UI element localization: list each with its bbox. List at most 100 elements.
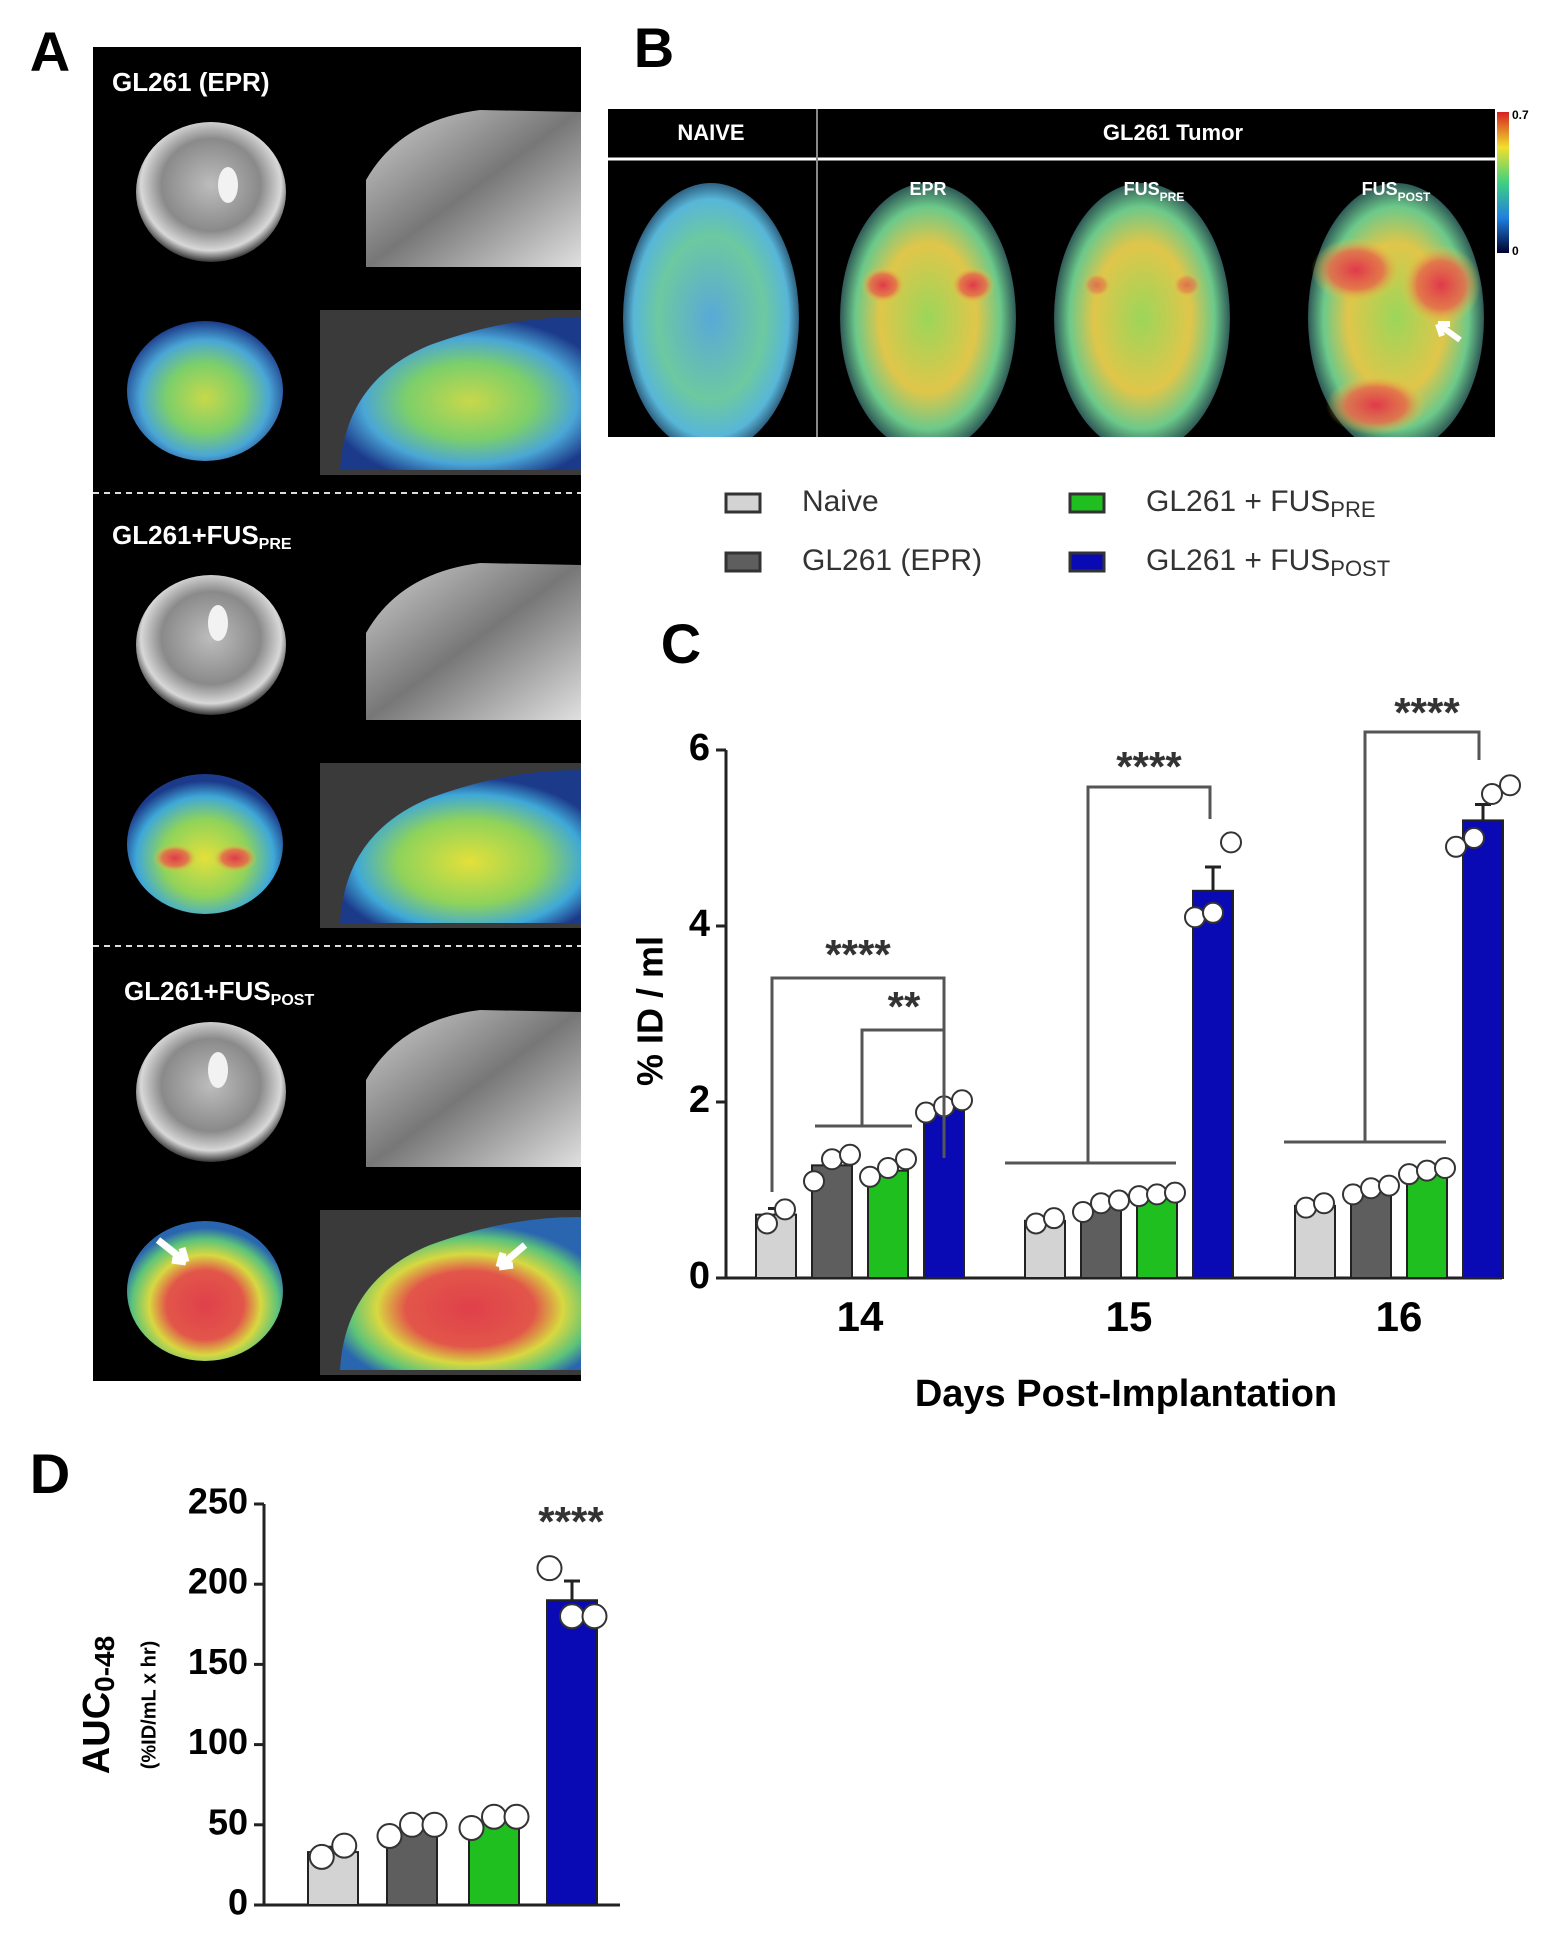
y-tick-label: 4 bbox=[689, 903, 710, 945]
hot-spot bbox=[861, 267, 905, 303]
bar bbox=[1136, 1193, 1178, 1280]
data-point bbox=[1072, 1201, 1094, 1223]
y-axis-label: % ID / ml bbox=[630, 936, 671, 1086]
significance: **** bbox=[825, 931, 891, 978]
data-point bbox=[1108, 1189, 1130, 1212]
legend-swatch bbox=[1068, 551, 1106, 573]
x-tick-label: 15 bbox=[1106, 1293, 1153, 1340]
column-title-main: EPR bbox=[909, 179, 946, 199]
data-point bbox=[458, 1815, 485, 1842]
significance: **** bbox=[1394, 689, 1460, 736]
header: NAIVE bbox=[677, 120, 744, 145]
header: GL261 Tumor bbox=[1103, 120, 1244, 145]
colorbar-label: 0 bbox=[1512, 244, 1519, 258]
column-title: FUSPOST bbox=[1362, 179, 1431, 204]
hot-spot bbox=[1173, 273, 1201, 297]
y-tick-label: 100 bbox=[188, 1721, 248, 1762]
data-point bbox=[559, 1603, 585, 1630]
panel-label: B bbox=[634, 16, 674, 79]
data-point bbox=[915, 1101, 937, 1124]
colorbar bbox=[1497, 112, 1509, 253]
pet-head bbox=[840, 183, 1016, 437]
data-point bbox=[1202, 901, 1224, 924]
mri-axial bbox=[136, 1022, 286, 1162]
legend-entry: Naive bbox=[802, 485, 879, 518]
data-point bbox=[331, 1832, 358, 1859]
hot-spot bbox=[213, 844, 257, 872]
y-tick-label: 2 bbox=[689, 1079, 710, 1121]
y-tick-label: 250 bbox=[188, 1481, 248, 1522]
data-point bbox=[756, 1212, 778, 1235]
panel-a-row-title: GL261+FUSPRE bbox=[112, 520, 292, 553]
data-point bbox=[399, 1811, 425, 1838]
panel-a-row-title-main: GL261 (EPR) bbox=[112, 67, 270, 97]
data-point bbox=[1434, 1157, 1456, 1179]
data-point bbox=[1398, 1163, 1420, 1186]
legend-swatch bbox=[724, 492, 762, 514]
legend-entry-sub: POST bbox=[1330, 556, 1390, 581]
mri-axial bbox=[136, 575, 286, 715]
panel-a-row-title: GL261+FUSPOST bbox=[124, 976, 314, 1009]
hot-spot bbox=[153, 844, 197, 872]
x-tick-label: 14 bbox=[837, 1293, 884, 1340]
panel-b-images bbox=[623, 183, 1484, 437]
y-tick-label: 200 bbox=[188, 1561, 248, 1602]
panel-label: D bbox=[30, 1442, 70, 1505]
pet-head bbox=[623, 183, 799, 437]
y-tick-label: 150 bbox=[188, 1641, 248, 1682]
data-point bbox=[821, 1148, 843, 1171]
data-point bbox=[1463, 827, 1485, 849]
legend-entry: GL261 + FUSPRE bbox=[1146, 485, 1376, 522]
pet-sagittal bbox=[340, 770, 581, 923]
bar bbox=[1350, 1189, 1392, 1279]
bar bbox=[1192, 889, 1234, 1279]
legend-entry: GL261 (EPR) bbox=[802, 544, 982, 577]
error-bar bbox=[564, 1579, 580, 1601]
data-point bbox=[1378, 1174, 1400, 1197]
pet-head bbox=[1054, 183, 1230, 437]
data-point bbox=[839, 1143, 861, 1166]
data-point bbox=[1090, 1192, 1112, 1215]
data-point bbox=[774, 1198, 796, 1221]
pet-sagittal bbox=[340, 317, 581, 470]
y-tick-label: 50 bbox=[208, 1801, 248, 1842]
data-point bbox=[877, 1157, 899, 1179]
hot-spot bbox=[1326, 375, 1426, 435]
bar bbox=[1294, 1204, 1336, 1279]
data-point bbox=[1146, 1183, 1168, 1206]
mri-highlight bbox=[208, 1052, 228, 1088]
colorbar-label: 0.7 bbox=[1512, 108, 1529, 122]
data-point bbox=[1220, 831, 1242, 854]
y-tick-label: 0 bbox=[228, 1882, 248, 1923]
data-point bbox=[481, 1803, 507, 1830]
hot-spot bbox=[1401, 245, 1481, 325]
panel-a-row-title-main: GL261+FUS bbox=[124, 976, 271, 1006]
legend-entry-main: GL261 (EPR) bbox=[802, 544, 982, 577]
column-title: EPR bbox=[909, 179, 946, 199]
panel-a-row-title-main: GL261+FUS bbox=[112, 520, 259, 550]
error-bar bbox=[1205, 865, 1221, 891]
bar bbox=[1406, 1173, 1448, 1280]
y-tick-label: 0 bbox=[689, 1255, 710, 1297]
data-point bbox=[308, 1843, 335, 1870]
column-title: FUSPRE bbox=[1124, 179, 1185, 204]
pet-axial bbox=[127, 1221, 283, 1361]
data-point bbox=[859, 1165, 881, 1188]
panel-label: A bbox=[30, 20, 70, 83]
mri-sagittal bbox=[366, 563, 581, 720]
bar bbox=[1462, 819, 1504, 1280]
pet-axial bbox=[127, 321, 283, 461]
data-point bbox=[1416, 1159, 1438, 1182]
data-point bbox=[1164, 1181, 1186, 1204]
legend-entry-main: GL261 + FUS bbox=[1146, 544, 1330, 577]
column-title-sub: PRE bbox=[1160, 190, 1185, 204]
data-point bbox=[1360, 1177, 1382, 1200]
data-point bbox=[1481, 783, 1503, 805]
legend-swatch bbox=[724, 551, 762, 573]
data-point bbox=[1342, 1183, 1364, 1206]
panel-label: C bbox=[661, 612, 701, 675]
legend-entry-sub: PRE bbox=[1330, 497, 1375, 522]
arrow bbox=[155, 1237, 190, 1266]
legend-entry-main: Naive bbox=[802, 485, 879, 518]
